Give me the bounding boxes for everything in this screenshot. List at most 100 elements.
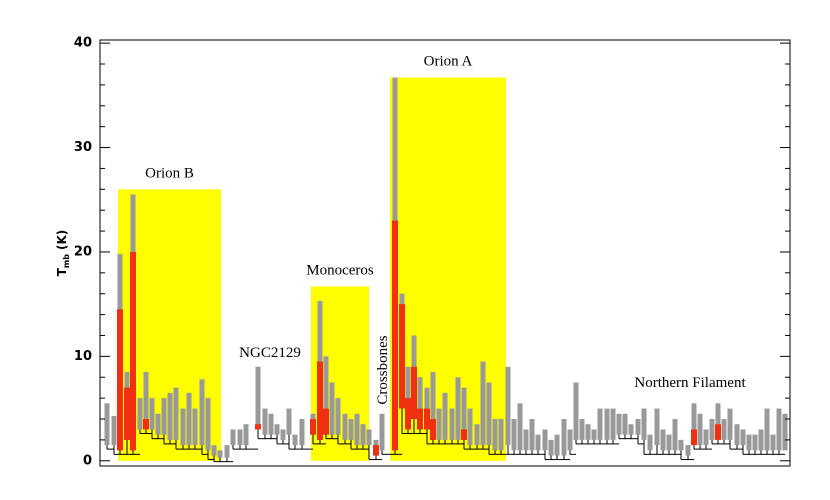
leaf <box>274 424 280 435</box>
leaf <box>505 366 511 446</box>
leaf <box>752 434 758 451</box>
leaf <box>137 398 143 430</box>
highlight-branch <box>461 429 467 440</box>
leaf <box>180 408 186 446</box>
leaf <box>461 387 467 440</box>
leaf <box>678 439 684 451</box>
leaf <box>379 413 385 451</box>
leaf <box>758 429 764 451</box>
y-tick-label: 20 <box>74 244 92 259</box>
y-label-sub: mb <box>62 254 71 268</box>
annotation: NGC2129 <box>239 345 301 361</box>
leaf <box>449 408 455 440</box>
leaf <box>323 356 329 435</box>
leaf <box>217 450 223 458</box>
leaf <box>628 424 634 435</box>
leaf <box>709 419 715 440</box>
annotation: Northern Filament <box>634 375 746 391</box>
leaf <box>186 392 192 446</box>
leaf <box>474 424 480 446</box>
leaf <box>660 429 666 451</box>
highlight-branch <box>691 429 697 446</box>
leaf <box>230 429 236 446</box>
highlight-branch <box>411 366 417 420</box>
highlight-branch <box>130 251 136 451</box>
leaf <box>561 419 567 456</box>
leaf <box>211 445 217 456</box>
y-tick-label: 10 <box>74 349 92 364</box>
leaf <box>776 408 782 451</box>
leaf <box>442 392 448 440</box>
leaf <box>672 419 678 451</box>
leaf <box>268 413 274 435</box>
highlight-branch <box>392 220 398 451</box>
leaf <box>542 429 548 451</box>
leaf <box>691 403 697 446</box>
leaf <box>604 408 610 440</box>
leaf <box>740 429 746 446</box>
leaf <box>155 413 161 435</box>
leaf <box>782 413 788 451</box>
leaf <box>573 382 579 440</box>
leaf <box>591 429 597 440</box>
leaf <box>721 419 727 440</box>
leaf <box>529 419 535 451</box>
y-label-main: T <box>55 267 69 276</box>
leaf <box>764 408 770 451</box>
region-label: Orion A <box>424 54 473 70</box>
y-tick-label: 0 <box>83 453 92 468</box>
dendrogram <box>104 77 788 458</box>
y-axis-label: Tmb (K) <box>55 230 71 277</box>
leaf <box>770 434 776 451</box>
highlight-branch <box>143 419 149 430</box>
leaf <box>286 408 292 435</box>
leaf <box>511 419 517 451</box>
highlight-branch <box>430 419 436 440</box>
leaf <box>616 413 622 435</box>
leaf <box>746 434 752 451</box>
leaf <box>199 379 205 446</box>
leaf <box>243 424 249 446</box>
leaf <box>523 429 529 451</box>
leaf <box>111 415 117 446</box>
highlight-branch <box>417 408 423 430</box>
leaf <box>597 408 603 440</box>
annotation: Crossbones <box>375 335 391 404</box>
plot-frame <box>99 39 791 467</box>
highlight-branch <box>255 424 261 430</box>
leaf <box>548 439 554 456</box>
leaf <box>205 398 211 451</box>
leaf <box>417 377 423 430</box>
highlight-branch <box>317 361 323 440</box>
leaf <box>467 408 473 446</box>
highlight-branch <box>715 424 721 440</box>
region-label: Monoceros <box>306 262 374 278</box>
leaf <box>104 403 110 446</box>
leaf <box>486 382 492 446</box>
leaf <box>366 429 372 446</box>
leaf <box>348 419 354 440</box>
highlight-branch <box>373 445 379 456</box>
highlight-branch <box>323 408 329 435</box>
leaf <box>554 434 560 456</box>
leaf <box>585 424 591 440</box>
leaf <box>727 408 733 440</box>
leaf <box>498 419 504 451</box>
leaf <box>666 434 672 451</box>
leaf <box>167 392 173 440</box>
leaf <box>535 434 541 451</box>
leaf <box>715 403 721 440</box>
leaf <box>492 419 498 451</box>
leaf <box>173 387 179 440</box>
y-label-unit: (K) <box>55 230 69 250</box>
highlight-branch <box>310 419 316 435</box>
leaf <box>255 366 261 430</box>
leaf <box>161 398 167 435</box>
leaf <box>703 429 709 446</box>
highlight-branch <box>424 408 430 430</box>
leaf <box>635 419 641 435</box>
leaf <box>610 408 616 440</box>
leaf <box>654 408 660 446</box>
leaf <box>299 419 305 446</box>
